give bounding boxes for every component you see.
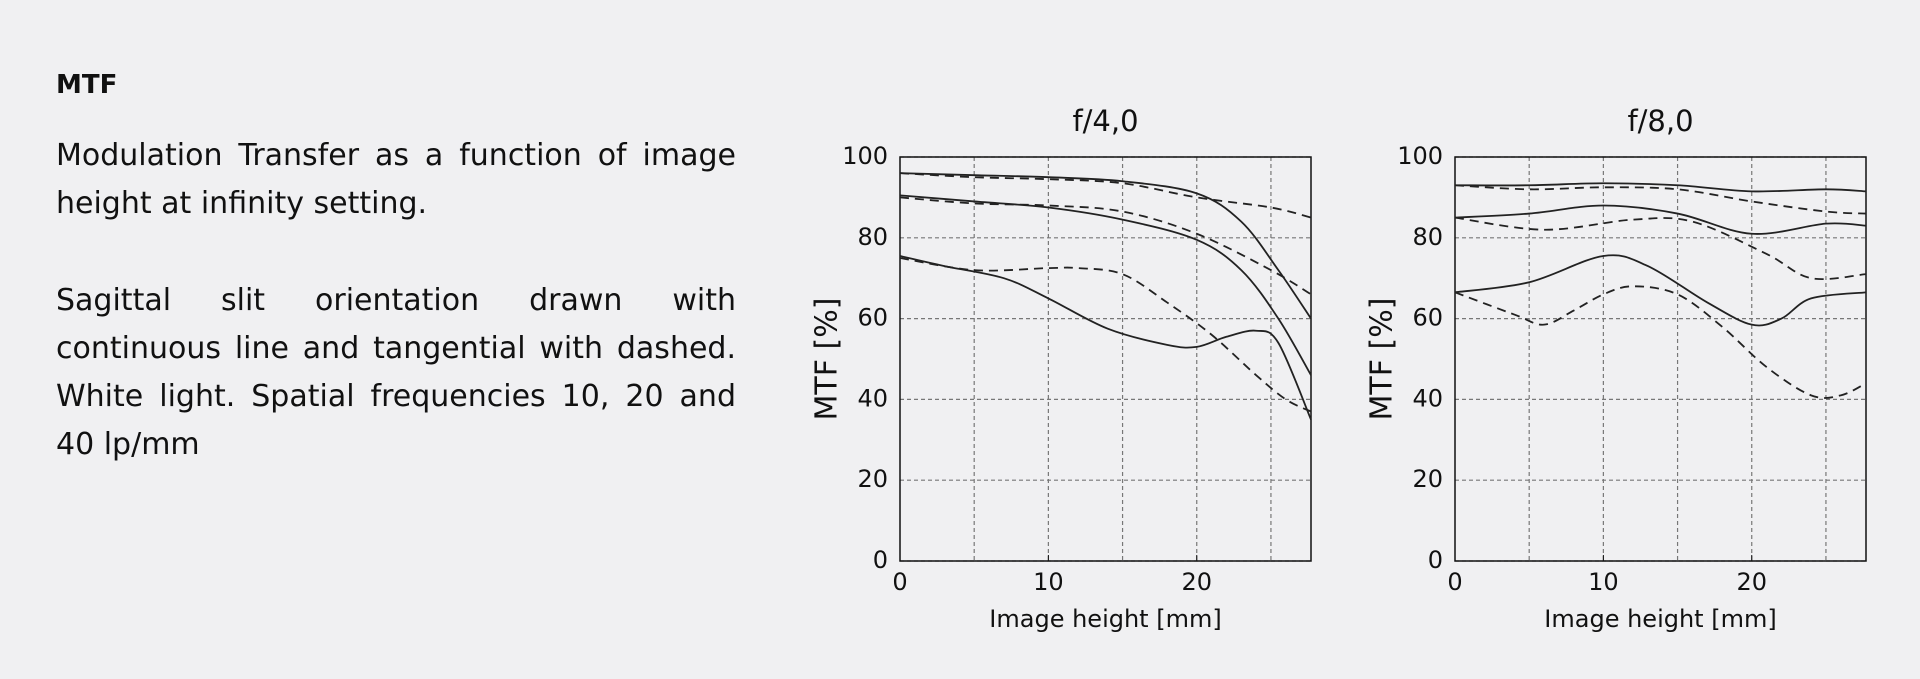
y-tick-label: 100 — [1397, 142, 1443, 170]
plot-frame — [899, 156, 1312, 562]
mtf-line — [1454, 182, 1867, 193]
paragraph: Modulation Transfer as a function of ima… — [56, 138, 736, 221]
mtf-line — [1454, 204, 1867, 235]
mtf-line — [899, 255, 1312, 420]
y-tick-label: 40 — [1412, 384, 1443, 412]
y-axis-label: MTF [%] — [1365, 298, 1400, 421]
x-tick-label: 20 — [1181, 568, 1212, 596]
y-tick-label: 60 — [1412, 304, 1443, 332]
x-tick-label: 0 — [892, 568, 907, 596]
y-tick-label: 80 — [1412, 223, 1443, 251]
x-tick-label: 10 — [1033, 568, 1064, 596]
y-tick-label: 0 — [873, 546, 888, 574]
mtf-line — [899, 257, 1312, 413]
mtf-line — [1454, 254, 1867, 327]
x-axis-label: Image height [mm] — [1544, 605, 1776, 633]
y-tick-label: 20 — [1412, 465, 1443, 493]
heading: MTF — [56, 70, 118, 100]
y-tick-label: 40 — [857, 384, 888, 412]
mtf-line — [899, 172, 1312, 320]
plot-frame — [1454, 156, 1867, 562]
mtf-line — [1454, 285, 1867, 399]
y-axis-label: MTF [%] — [810, 298, 845, 421]
x-axis-label: Image height [mm] — [989, 605, 1221, 633]
mtf-line — [899, 194, 1312, 376]
chart-title: f/8,0 — [1627, 104, 1693, 138]
y-tick-label: 80 — [857, 223, 888, 251]
chart-title: f/4,0 — [1072, 104, 1138, 138]
x-tick-label: 10 — [1588, 568, 1619, 596]
y-tick-label: 60 — [857, 304, 888, 332]
mtf-line — [899, 196, 1312, 296]
y-tick-label: 100 — [842, 142, 888, 170]
y-tick-label: 20 — [857, 465, 888, 493]
x-tick-label: 20 — [1736, 568, 1767, 596]
paragraph: Sagittal slit orientation drawn with con… — [56, 283, 736, 462]
x-tick-label: 0 — [1447, 568, 1462, 596]
y-tick-label: 0 — [1428, 546, 1443, 574]
